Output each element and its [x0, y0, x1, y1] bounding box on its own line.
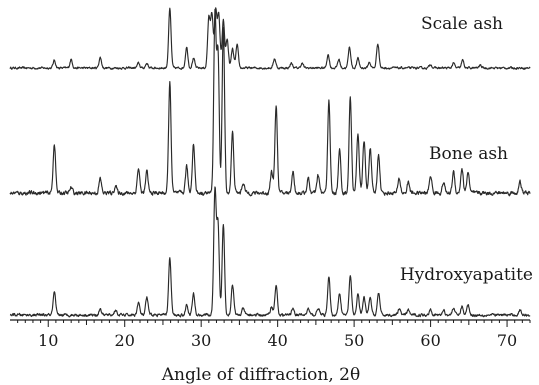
traces-layer: [9, 7, 531, 318]
x-tick-label: 50: [344, 331, 364, 350]
x-tick-label: 40: [267, 331, 287, 350]
series-label-bone-ash: Bone ash: [429, 144, 508, 164]
series-label-hydroxyapatite: Hydroxyapatite: [400, 265, 533, 285]
x-tick-label: 20: [115, 331, 135, 350]
series-label-scale-ash: Scale ash: [421, 14, 503, 34]
trace-bone-ash: [9, 8, 531, 197]
x-tick-label: 60: [420, 331, 440, 350]
x-tick-label: 70: [497, 331, 517, 350]
x-tick-label: 30: [191, 331, 211, 350]
trace-scale-ash: [9, 7, 531, 70]
x-axis-ticks: 10 20 30 40 50 60 70: [17, 320, 531, 350]
trace-hydroxyapatite: [9, 186, 531, 318]
x-axis-label: Angle of diffraction, 2θ: [161, 365, 360, 385]
x-tick-label: 10: [38, 331, 58, 350]
